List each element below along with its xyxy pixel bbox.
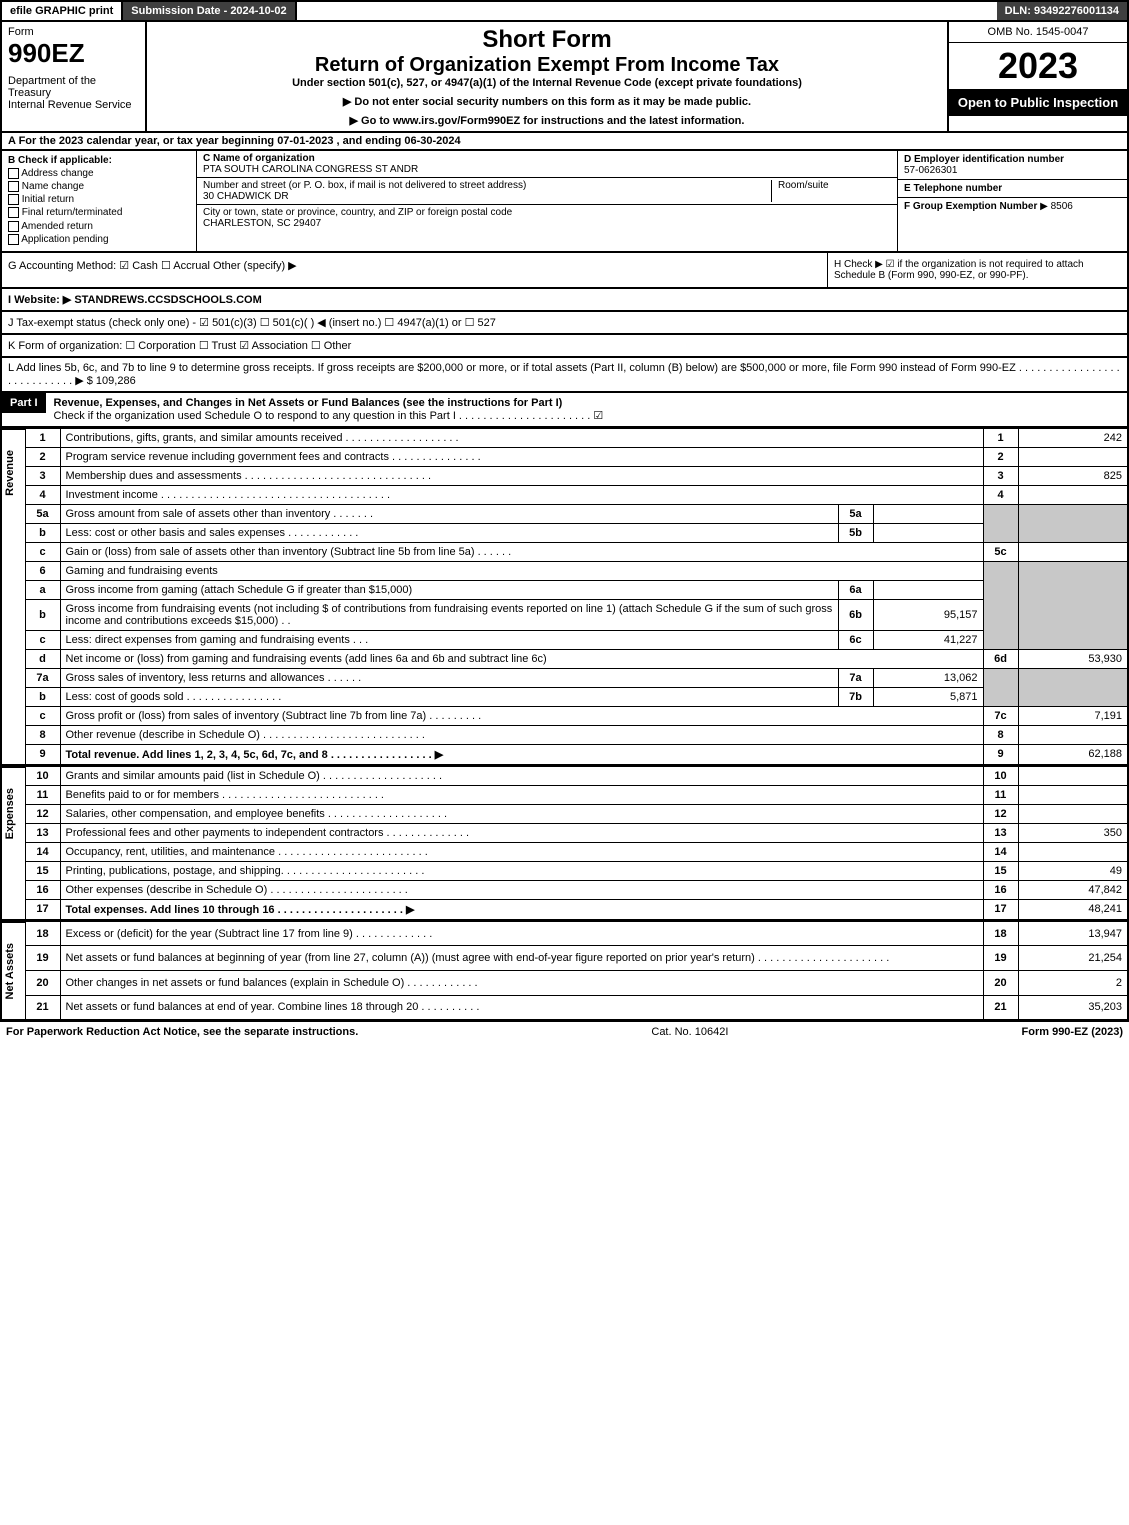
line-4: 4Investment income . . . . . . . . . . .…: [25, 485, 1128, 504]
form-header: Form 990EZ Department of the Treasury In…: [0, 22, 1129, 133]
line-19: 19Net assets or fund balances at beginni…: [25, 946, 1128, 971]
part-1-badge: Part I: [2, 393, 46, 413]
amended-return-checkbox[interactable]: Amended return: [8, 221, 190, 232]
line-11: 11Benefits paid to or for members . . . …: [25, 785, 1128, 804]
line-6a: aGross income from gaming (attach Schedu…: [25, 580, 1128, 599]
under-section: Under section 501(c), 527, or 4947(a)(1)…: [151, 77, 943, 89]
line-7b: bLess: cost of goods sold . . . . . . . …: [25, 687, 1128, 706]
line-2: 2Program service revenue including gover…: [25, 447, 1128, 466]
name-change-checkbox[interactable]: Name change: [8, 181, 190, 192]
ein-value: 57-0626301: [904, 165, 1121, 176]
line-6b: bGross income from fundraising events (n…: [25, 599, 1128, 630]
org-name: PTA SOUTH CAROLINA CONGRESS ST ANDR: [203, 164, 891, 175]
expenses-vert-label: Expenses: [0, 766, 25, 921]
line-8: 8Other revenue (describe in Schedule O) …: [25, 725, 1128, 744]
line-3: 3Membership dues and assessments . . . .…: [25, 466, 1128, 485]
street-value: 30 CHADWICK DR: [203, 191, 771, 202]
part-1-header: Part I Revenue, Expenses, and Changes in…: [0, 393, 1129, 428]
expenses-section: Expenses 10Grants and similar amounts pa…: [0, 766, 1129, 921]
line-6d: dNet income or (loss) from gaming and fu…: [25, 649, 1128, 668]
street-label: Number and street (or P. O. box, if mail…: [203, 180, 771, 191]
top-bar: efile GRAPHIC print Submission Date - 20…: [0, 0, 1129, 22]
section-b: B Check if applicable: Address change Na…: [2, 151, 197, 251]
final-return-checkbox[interactable]: Final return/terminated: [8, 207, 190, 218]
part-1-check: Check if the organization used Schedule …: [54, 410, 604, 422]
section-b-through-f: B Check if applicable: Address change Na…: [0, 151, 1129, 253]
short-form-title: Short Form: [151, 26, 943, 54]
part-1-heading: Revenue, Expenses, and Changes in Net As…: [54, 397, 563, 409]
form-meta-block: OMB No. 1545-0047 2023 Open to Public In…: [947, 22, 1127, 131]
room-suite-label: Room/suite: [771, 180, 891, 202]
dln-label: DLN: 93492276001134: [997, 2, 1127, 20]
ein-label: D Employer identification number: [904, 154, 1121, 165]
line-21: 21Net assets or fund balances at end of …: [25, 995, 1128, 1020]
initial-return-checkbox[interactable]: Initial return: [8, 194, 190, 205]
org-name-label: C Name of organization: [203, 153, 891, 164]
net-assets-section: Net Assets 18Excess or (deficit) for the…: [0, 921, 1129, 1021]
line-1: 1Contributions, gifts, grants, and simil…: [25, 428, 1128, 447]
section-k-form-org: K Form of organization: ☐ Corporation ☐ …: [0, 335, 1129, 358]
check-applicable-label: B Check if applicable:: [8, 155, 190, 166]
line-9: 9Total revenue. Add lines 1, 2, 3, 4, 5c…: [25, 744, 1128, 765]
inspection-badge: Open to Public Inspection: [949, 89, 1127, 116]
line-20: 20Other changes in net assets or fund ba…: [25, 970, 1128, 995]
line-13: 13Professional fees and other payments t…: [25, 823, 1128, 842]
line-15: 15Printing, publications, postage, and s…: [25, 861, 1128, 880]
city-label: City or town, state or province, country…: [203, 207, 512, 218]
revenue-section: Revenue 1Contributions, gifts, grants, a…: [0, 428, 1129, 766]
net-assets-vert-label: Net Assets: [0, 921, 25, 1021]
line-17: 17Total expenses. Add lines 10 through 1…: [25, 899, 1128, 920]
address-change-checkbox[interactable]: Address change: [8, 168, 190, 179]
section-j-tax-exempt: J Tax-exempt status (check only one) - ☑…: [0, 312, 1129, 335]
paperwork-notice: For Paperwork Reduction Act Notice, see …: [6, 1026, 358, 1038]
form-title-block: Short Form Return of Organization Exempt…: [147, 22, 947, 131]
section-g-h: G Accounting Method: ☑ Cash ☐ Accrual Ot…: [0, 253, 1129, 289]
line-5c: cGain or (loss) from sale of assets othe…: [25, 542, 1128, 561]
accounting-method: G Accounting Method: ☑ Cash ☐ Accrual Ot…: [2, 253, 827, 287]
line-7a: 7aGross sales of inventory, less returns…: [25, 668, 1128, 687]
line-7c: cGross profit or (loss) from sales of in…: [25, 706, 1128, 725]
line-5a: 5aGross amount from sale of assets other…: [25, 504, 1128, 523]
line-6: 6Gaming and fundraising events: [25, 561, 1128, 580]
line-16: 16Other expenses (describe in Schedule O…: [25, 880, 1128, 899]
department-label: Department of the Treasury Internal Reve…: [8, 75, 139, 111]
form-id-block: Form 990EZ Department of the Treasury In…: [2, 22, 147, 131]
ssn-note: ▶ Do not enter social security numbers o…: [151, 95, 943, 108]
section-i-website: I Website: ▶ STANDREWS.CCSDSCHOOLS.COM: [0, 289, 1129, 312]
form-number: 990EZ: [8, 38, 139, 69]
tax-year: 2023: [949, 43, 1127, 89]
application-pending-checkbox[interactable]: Application pending: [8, 234, 190, 245]
line-18: 18Excess or (deficit) for the year (Subt…: [25, 921, 1128, 946]
form-ref: Form 990-EZ (2023): [1022, 1026, 1123, 1038]
line-5b: bLess: cost or other basis and sales exp…: [25, 523, 1128, 542]
schedule-b-check: H Check ▶ ☑ if the organization is not r…: [827, 253, 1127, 287]
group-exemption-label: F Group Exemption Number: [904, 201, 1037, 212]
efile-print-button[interactable]: efile GRAPHIC print: [2, 2, 123, 20]
line-10: 10Grants and similar amounts paid (list …: [25, 766, 1128, 785]
section-l-gross-receipts: L Add lines 5b, 6c, and 7b to line 9 to …: [0, 358, 1129, 393]
section-c: C Name of organization PTA SOUTH CAROLIN…: [197, 151, 897, 251]
goto-note: ▶ Go to www.irs.gov/Form990EZ for instru…: [151, 114, 943, 127]
form-word: Form: [8, 26, 139, 38]
omb-number: OMB No. 1545-0047: [949, 22, 1127, 43]
line-12: 12Salaries, other compensation, and empl…: [25, 804, 1128, 823]
telephone-label: E Telephone number: [904, 183, 1121, 194]
cat-number: Cat. No. 10642I: [358, 1026, 1021, 1038]
page-footer: For Paperwork Reduction Act Notice, see …: [0, 1021, 1129, 1042]
city-value: CHARLESTON, SC 29407: [203, 218, 512, 229]
group-exemption-value: ▶ 8506: [1040, 201, 1073, 212]
section-a: A For the 2023 calendar year, or tax yea…: [0, 133, 1129, 151]
line-6c: cLess: direct expenses from gaming and f…: [25, 630, 1128, 649]
revenue-vert-label: Revenue: [0, 428, 25, 766]
return-title: Return of Organization Exempt From Incom…: [151, 54, 943, 77]
submission-date-button[interactable]: Submission Date - 2024-10-02: [123, 2, 296, 20]
line-14: 14Occupancy, rent, utilities, and mainte…: [25, 842, 1128, 861]
section-d-e-f: D Employer identification number 57-0626…: [897, 151, 1127, 251]
